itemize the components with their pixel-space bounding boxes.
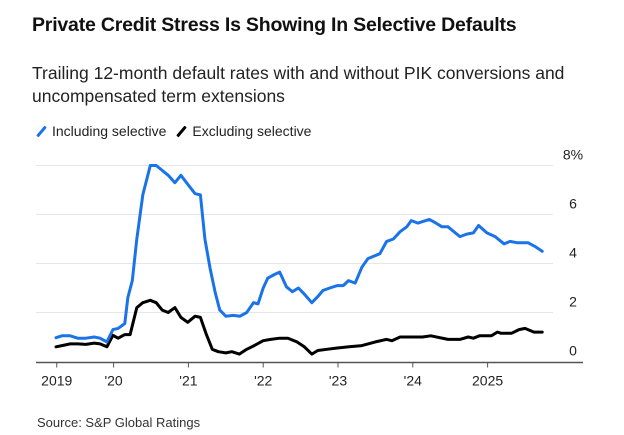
x-tick-label: '22	[254, 373, 272, 389]
series-line-excluding-selective	[54, 298, 544, 356]
y-tick-label: 4	[569, 245, 577, 261]
x-tick-label: '24	[404, 373, 422, 389]
y-tick-label: 2	[569, 294, 577, 310]
x-tick-label: '20	[104, 373, 122, 389]
y-axis: 0 2 4 6 8%	[563, 147, 583, 359]
x-tick-label: '21	[179, 373, 197, 389]
legend-item-excluding: Excluding selective	[176, 123, 311, 139]
chart-title: Private Credit Stress Is Showing In Sele…	[32, 14, 517, 36]
gridlines	[36, 165, 553, 313]
y-tick-label: 0	[569, 343, 577, 359]
y-tick-label: 6	[569, 196, 577, 212]
legend-item-including: Including selective	[36, 123, 166, 139]
series-lines	[54, 164, 544, 356]
x-tick-label: 2025	[472, 373, 503, 389]
legend: Including selective Excluding selective	[36, 123, 321, 139]
x-axis: 2019 '20 '21 '22 '23 '24 2025	[36, 361, 583, 389]
legend-label-excluding: Excluding selective	[192, 123, 312, 139]
y-tick-label: 8%	[563, 147, 583, 163]
x-tick-label: 2019	[41, 373, 72, 389]
legend-label-including: Including selective	[52, 123, 167, 139]
source-note: Source: S&P Global Ratings	[37, 415, 201, 430]
chart-subtitle: Trailing 12-month default rates with and…	[32, 63, 565, 106]
x-tick-label: '23	[329, 373, 347, 389]
series-line-including-selective	[54, 164, 544, 344]
